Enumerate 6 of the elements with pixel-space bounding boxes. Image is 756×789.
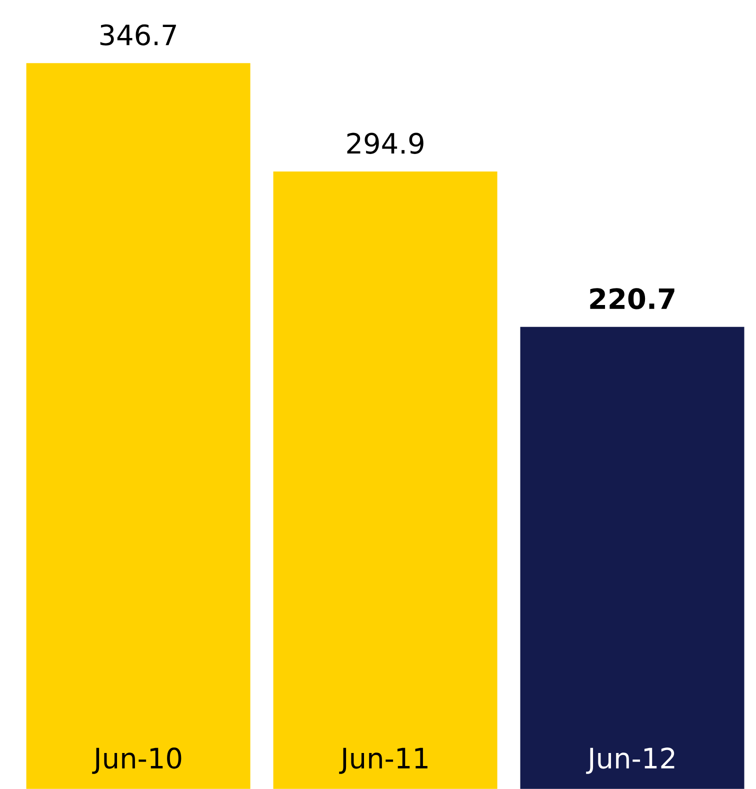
x-tick-label: Jun-10 [92,748,182,774]
x-tick-label: Jun-11 [339,748,428,774]
x-tick-label: Jun-12 [586,748,674,774]
data-label: 294.9 [347,132,424,154]
data-label: 346.7 [100,24,176,46]
data-label: 220.7 [590,288,674,310]
